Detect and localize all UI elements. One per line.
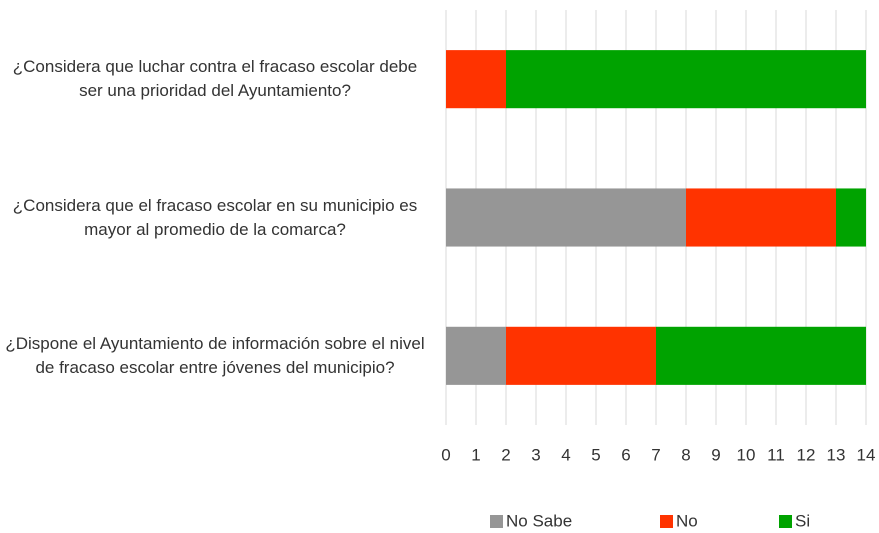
bar-segment	[506, 50, 866, 109]
x-tick-label: 6	[621, 445, 630, 464]
category-label: ¿Considera que el fracaso escolar en su …	[12, 195, 418, 239]
bar-segment	[836, 188, 866, 247]
x-tick-label: 14	[857, 445, 876, 464]
x-tick-label: 0	[441, 445, 450, 464]
bar-segment	[446, 50, 506, 109]
legend-swatch	[490, 515, 503, 528]
legend-label: No Sabe	[506, 511, 572, 530]
bar-segment	[686, 188, 836, 247]
bar-segment	[656, 326, 866, 385]
x-tick-label: 4	[561, 445, 570, 464]
category-label: ¿Dispone el Ayuntamiento de información …	[5, 333, 425, 377]
x-tick-label: 12	[797, 445, 816, 464]
x-tick-label: 5	[591, 445, 600, 464]
bar-segment	[446, 326, 506, 385]
legend-label: No	[676, 511, 698, 530]
bar-segment	[446, 188, 686, 247]
x-tick-label: 9	[711, 445, 720, 464]
legend-swatch	[779, 515, 792, 528]
x-tick-label: 2	[501, 445, 510, 464]
x-tick-label: 11	[767, 445, 785, 464]
x-tick-label: 1	[471, 445, 480, 464]
x-tick-label: 3	[531, 445, 540, 464]
category-label: ¿Considera que luchar contra el fracaso …	[12, 57, 418, 101]
bar-segment	[506, 326, 656, 385]
legend-swatch	[660, 515, 673, 528]
x-tick-label: 7	[651, 445, 660, 464]
legend-label: Si	[795, 511, 810, 530]
x-tick-label: 10	[737, 445, 756, 464]
x-tick-label: 8	[681, 445, 690, 464]
x-tick-label: 13	[827, 445, 846, 464]
